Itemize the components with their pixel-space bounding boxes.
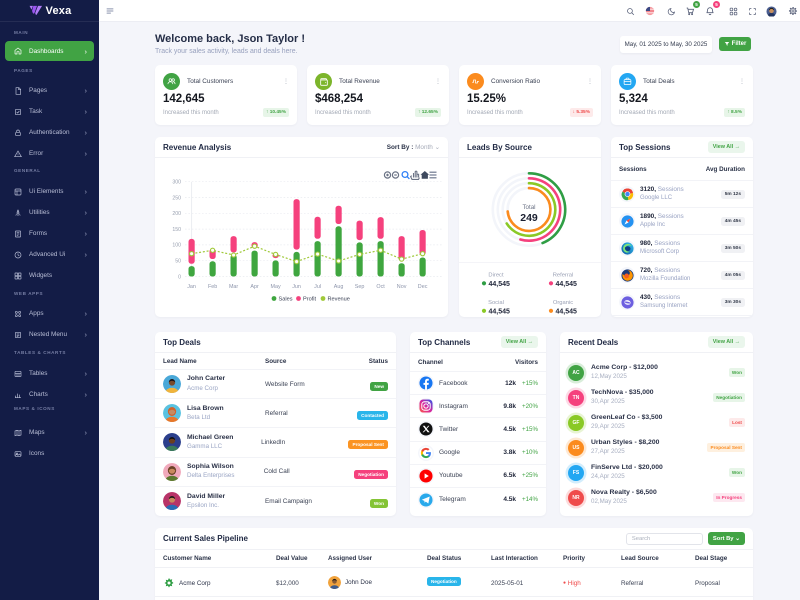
svg-text:200: 200 (172, 211, 181, 217)
svg-text:Revenue: Revenue (328, 297, 350, 303)
svg-text:100: 100 (172, 243, 181, 249)
svg-text:150: 150 (172, 227, 181, 233)
svg-text:Total: Total (522, 204, 535, 211)
svg-text:Profit: Profit (303, 297, 317, 303)
svg-text:Jun: Jun (292, 284, 301, 290)
svg-text:Feb: Feb (208, 284, 217, 290)
svg-text:Jul: Jul (314, 284, 321, 290)
svg-text:44,545: 44,545 (556, 281, 578, 288)
svg-text:Nov: Nov (397, 284, 407, 290)
svg-text:Oct: Oct (376, 284, 385, 290)
svg-text:Aug: Aug (334, 284, 344, 290)
svg-text:50: 50 (175, 259, 181, 265)
svg-text:Sep: Sep (355, 284, 365, 290)
svg-text:Organic: Organic (553, 300, 573, 306)
svg-text:44,545: 44,545 (489, 308, 511, 315)
svg-text:Mar: Mar (229, 284, 238, 290)
svg-text:44,545: 44,545 (489, 281, 511, 288)
svg-text:Jan: Jan (187, 284, 196, 290)
svg-text:44,545: 44,545 (556, 308, 578, 315)
svg-text:Social: Social (488, 300, 504, 306)
svg-text:250: 250 (172, 195, 181, 201)
svg-text:Referral: Referral (553, 273, 574, 279)
svg-text:300: 300 (172, 180, 181, 186)
svg-text:0: 0 (178, 274, 181, 280)
svg-text:Apr: Apr (250, 284, 259, 290)
svg-text:249: 249 (520, 212, 538, 224)
svg-text:Direct: Direct (488, 273, 504, 279)
svg-text:May: May (271, 284, 281, 290)
svg-text:Dec: Dec (418, 284, 428, 290)
svg-text:Sales: Sales (279, 297, 293, 303)
